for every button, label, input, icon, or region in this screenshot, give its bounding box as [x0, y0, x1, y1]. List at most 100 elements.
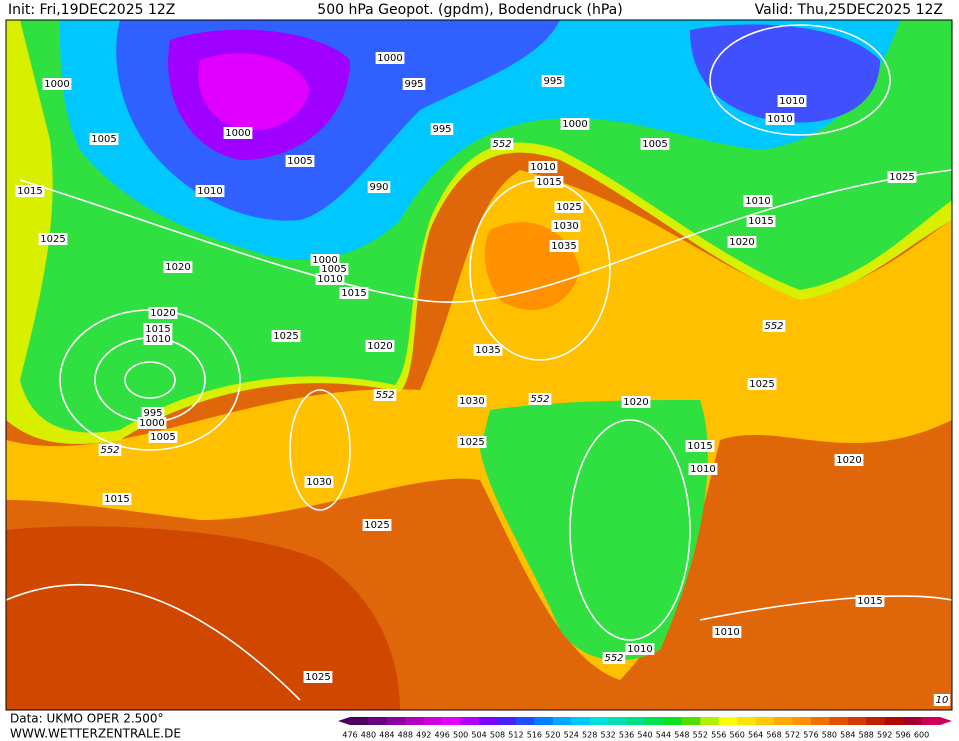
- contour-label: 1030: [553, 221, 578, 232]
- contour-label: 1000: [377, 53, 402, 64]
- contour-label: 552: [530, 394, 549, 405]
- scale-label: 596: [895, 731, 910, 740]
- contour-label-bg: [473, 344, 503, 356]
- scale-swatch: [368, 717, 388, 725]
- scale-label: 556: [711, 731, 726, 740]
- scale-label: 516: [527, 731, 542, 740]
- isobar: [709, 24, 891, 136]
- contour-label: 1025: [273, 331, 298, 342]
- contour-label: 995: [143, 408, 162, 419]
- field-green-south: [480, 400, 708, 661]
- contour-label: 552: [492, 139, 511, 150]
- contour-label-bg: [551, 220, 581, 232]
- scale-swatch: [718, 717, 738, 725]
- contour-label: 1000: [44, 79, 69, 90]
- contour-label-bg: [304, 476, 334, 488]
- contour-label: 1020: [150, 308, 175, 319]
- contour-label: 552: [764, 321, 783, 332]
- contour-label-bg: [549, 240, 579, 252]
- scale-swatch: [829, 717, 849, 725]
- scale-swatch: [626, 717, 646, 725]
- contour-label: 1005: [321, 264, 346, 275]
- isobar: [124, 361, 176, 399]
- contour-label-bg: [743, 195, 773, 207]
- contour-label: 1015: [104, 494, 129, 505]
- contour-label: 10: [936, 695, 949, 706]
- scale-swatch: [386, 717, 406, 725]
- contour-label: 1015: [748, 216, 773, 227]
- scale-swatch: [515, 717, 535, 725]
- contour-label-bg: [365, 340, 395, 352]
- contour-label-bg: [490, 138, 514, 150]
- contour-label: 1015: [145, 324, 170, 335]
- scale-swatch: [921, 717, 941, 725]
- contour-label: 1010: [197, 186, 222, 197]
- scale-swatch: [903, 717, 923, 725]
- scale-label: 588: [859, 731, 874, 740]
- website: WWW.WETTERZENTRALE.DE: [10, 727, 181, 741]
- scale-swatch: [497, 717, 517, 725]
- contour-label-bg: [271, 330, 301, 342]
- contour-label-bg: [319, 263, 349, 275]
- contour-label-bg: [89, 133, 119, 145]
- scale-label: 496: [435, 731, 450, 740]
- contour-label-bg: [148, 307, 178, 319]
- contour-label-bg: [362, 519, 392, 531]
- scale-label: 592: [877, 731, 892, 740]
- contour-label-bg: [560, 118, 590, 130]
- contour-label-bg: [457, 395, 487, 407]
- contour-label-bg: [541, 75, 565, 87]
- contour-label-bg: [195, 185, 225, 197]
- contour-label: 1015: [857, 596, 882, 607]
- contour-label: 1010: [767, 114, 792, 125]
- scale-swatch: [681, 717, 701, 725]
- scale-label: 540: [637, 731, 652, 740]
- contour-label-bg: [102, 493, 132, 505]
- contour-label-bg: [457, 436, 487, 448]
- contour-label-bg: [640, 138, 670, 150]
- isobar: [5, 583, 301, 701]
- isobar: [19, 169, 953, 304]
- contour-label: 1015: [17, 186, 42, 197]
- contour-label: 552: [604, 653, 623, 664]
- contour-label-bg: [375, 52, 405, 64]
- scale-swatch: [700, 717, 720, 725]
- contour-label: 552: [100, 445, 119, 456]
- scale-label: 512: [508, 731, 523, 740]
- scale-swatch: [755, 717, 775, 725]
- scale-swatch: [774, 717, 793, 725]
- scale-swatch: [737, 717, 757, 725]
- contour-label-bg: [143, 323, 173, 335]
- contour-label-bg: [747, 378, 777, 390]
- contour-label-bg: [430, 123, 454, 135]
- scale-label: 568: [766, 731, 781, 740]
- scale-label: 536: [619, 731, 634, 740]
- isobar: [289, 389, 351, 511]
- contour-label-bg: [685, 440, 715, 452]
- contour-label: 1010: [714, 627, 739, 638]
- contour-label-bg: [855, 595, 885, 607]
- scale-label: 532: [600, 731, 615, 740]
- contour-label: 1020: [165, 262, 190, 273]
- scale-label: 520: [545, 731, 560, 740]
- contour-label: 1005: [91, 134, 116, 145]
- contour-label: 1015: [536, 177, 561, 188]
- contour-label-bg: [15, 185, 45, 197]
- contour-label: 1015: [341, 288, 366, 299]
- contour-label: 1010: [779, 96, 804, 107]
- contour-label: 1005: [642, 139, 667, 150]
- contour-label: 1010: [627, 644, 652, 655]
- contour-label-bg: [528, 161, 558, 173]
- contour-label: 1025: [749, 379, 774, 390]
- contour-label: 1000: [225, 128, 250, 139]
- contour-label-bg: [746, 215, 776, 227]
- contour-label-bg: [38, 233, 68, 245]
- contour-label: 1000: [139, 418, 164, 429]
- contour-label: 1020: [836, 455, 861, 466]
- contour-label: 1025: [459, 437, 484, 448]
- scale-swatch: [423, 717, 443, 725]
- scale-label: 528: [582, 731, 597, 740]
- scale-label: 484: [379, 731, 394, 740]
- contour-label-bg: [163, 261, 193, 273]
- scale-arrow-right: [940, 717, 952, 725]
